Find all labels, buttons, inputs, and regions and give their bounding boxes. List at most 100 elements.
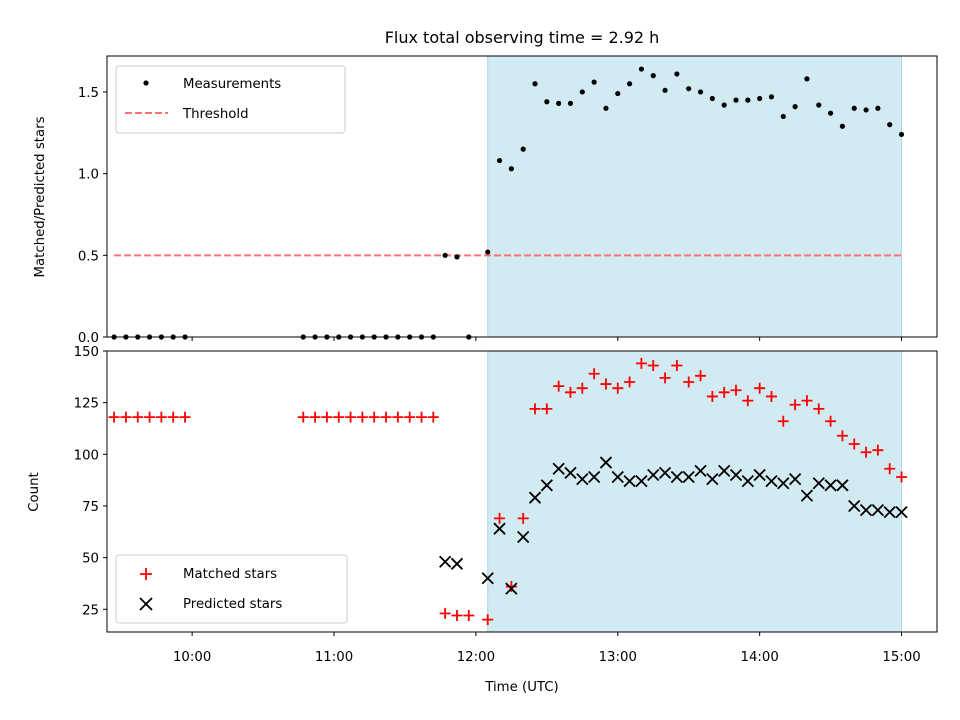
matched-star-point bbox=[695, 370, 707, 382]
matched-star-point bbox=[529, 403, 541, 415]
measurement-point bbox=[626, 81, 633, 87]
measurement-point bbox=[603, 105, 609, 111]
ratio-y-tick-label: 1.0 bbox=[78, 168, 99, 183]
matched-star-point bbox=[836, 430, 848, 442]
matched-star-point bbox=[494, 512, 506, 524]
predicted-star-point bbox=[517, 530, 530, 544]
count-y-tick-label: 100 bbox=[74, 448, 99, 463]
predicted-star-point bbox=[883, 506, 896, 519]
predicted-star-point bbox=[777, 477, 790, 490]
measurement-point bbox=[875, 105, 881, 111]
predicted-star-point bbox=[706, 472, 719, 486]
predicted-star-point bbox=[824, 479, 837, 492]
predicted-star-point bbox=[647, 468, 660, 482]
matched-star-point bbox=[333, 411, 345, 423]
matched-star-point bbox=[368, 411, 380, 423]
matched-star-point bbox=[321, 411, 333, 423]
matched-star-point bbox=[416, 411, 428, 423]
measurements-legend-label: Measurements bbox=[183, 77, 281, 92]
count-y-tick-label: 150 bbox=[74, 345, 99, 360]
measurement-point bbox=[709, 95, 715, 102]
matched-star-point bbox=[624, 376, 636, 388]
count-y-tick-label: 25 bbox=[82, 603, 99, 618]
predicted-star-point bbox=[859, 503, 873, 517]
predicted-star-point bbox=[871, 503, 885, 517]
measurement-point bbox=[898, 131, 905, 138]
matched-star-point bbox=[825, 415, 837, 427]
matched-star-point bbox=[896, 471, 908, 483]
matched-star-point bbox=[517, 512, 529, 524]
predicted-star-point bbox=[812, 477, 825, 490]
measurement-point bbox=[520, 146, 526, 152]
matched-star-point bbox=[451, 609, 463, 621]
predicted-star-point bbox=[481, 572, 494, 585]
chart-title: Flux total observing time = 2.92 h bbox=[385, 28, 660, 47]
measurement-point bbox=[816, 102, 822, 108]
count-legend: Matched stars Predicted stars bbox=[115, 554, 348, 624]
predicted-star-point bbox=[635, 475, 648, 488]
predicted-star-point bbox=[540, 479, 553, 492]
ratio-y-tick-label: 0.0 bbox=[78, 331, 99, 346]
measurement-point bbox=[496, 157, 503, 164]
predicted-star-point bbox=[564, 466, 577, 480]
measurement-point bbox=[839, 123, 846, 129]
matched-star-point bbox=[155, 411, 167, 423]
ratio-y-tick-label: 0.5 bbox=[78, 249, 99, 264]
matched-star-point bbox=[801, 395, 813, 407]
matched-star-point bbox=[167, 411, 179, 423]
matched-star-point bbox=[427, 411, 439, 423]
x-axis-label: Time (UTC) bbox=[484, 680, 559, 695]
predicted-star-point bbox=[658, 466, 672, 480]
measurement-point bbox=[827, 110, 834, 116]
matched-star-point bbox=[564, 386, 576, 398]
matched-star-point bbox=[553, 380, 565, 392]
matched-legend-label: Matched stars bbox=[183, 567, 277, 582]
matched-star-point bbox=[132, 411, 144, 423]
predicted-star-point bbox=[682, 470, 695, 484]
measurement-point bbox=[508, 166, 514, 172]
predicted-legend-label: Predicted stars bbox=[183, 597, 282, 612]
x-tick-label: 14:00 bbox=[740, 650, 778, 665]
matched-star-point bbox=[588, 368, 600, 380]
predicted-star-point bbox=[836, 479, 849, 492]
matched-star-point bbox=[765, 390, 777, 402]
measurement-point bbox=[863, 107, 869, 113]
matched-star-point bbox=[706, 390, 718, 402]
threshold-legend-label: Threshold bbox=[182, 107, 249, 122]
measurement-point bbox=[697, 89, 704, 95]
matched-star-point bbox=[848, 438, 860, 450]
measurement-point bbox=[650, 73, 656, 79]
matched-star-point bbox=[463, 609, 475, 621]
count-panel-frame bbox=[106, 350, 938, 633]
predicted-star-point bbox=[611, 470, 624, 484]
predicted-star-point bbox=[450, 557, 464, 570]
matched-star-point bbox=[872, 444, 884, 456]
ratio-legend: Measurements Threshold bbox=[115, 65, 346, 134]
matched-star-point bbox=[754, 382, 766, 394]
matched-star-point bbox=[884, 463, 896, 475]
matched-star-point bbox=[404, 411, 416, 423]
matched-star-point bbox=[718, 386, 730, 398]
measurement-point bbox=[757, 95, 763, 102]
measurement-point bbox=[768, 94, 775, 100]
measurement-point bbox=[615, 90, 621, 97]
predicted-star-point bbox=[694, 464, 707, 477]
measurement-point bbox=[733, 97, 739, 103]
ratio-legend-box bbox=[115, 65, 346, 134]
matched-star-point bbox=[144, 411, 156, 423]
measurement-point bbox=[721, 102, 727, 108]
matched-star-point bbox=[356, 411, 368, 423]
matched-star-point bbox=[297, 411, 309, 423]
matched-star-point bbox=[541, 403, 553, 415]
matched-star-point bbox=[439, 607, 451, 619]
predicted-star-point bbox=[493, 522, 506, 535]
measurement-point bbox=[851, 105, 857, 111]
count-y-tick-label: 50 bbox=[82, 552, 99, 567]
measurement-point bbox=[745, 97, 751, 103]
predicted-star-point bbox=[765, 475, 778, 488]
predicted-star-point bbox=[848, 499, 861, 513]
matched-star-point bbox=[120, 411, 132, 423]
measurement-point bbox=[485, 249, 491, 255]
ratio-y-tick-label: 1.5 bbox=[78, 86, 99, 101]
